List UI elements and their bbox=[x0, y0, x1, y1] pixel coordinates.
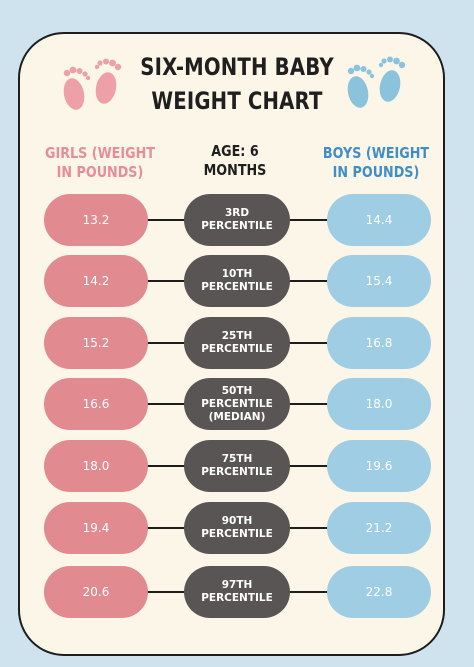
table-row: 15.2 25TH PERCENTILE 16.8 bbox=[0, 317, 474, 369]
percentile-label: 50TH PERCENTILE (MEDIAN) bbox=[184, 378, 290, 430]
boys-weight: 15.4 bbox=[327, 255, 431, 307]
boys-weight: 16.8 bbox=[327, 317, 431, 369]
connector-line bbox=[145, 527, 187, 529]
connector-line bbox=[287, 465, 329, 467]
table-row: 18.0 75TH PERCENTILE 19.6 bbox=[0, 440, 474, 492]
boys-weight: 18.0 bbox=[327, 378, 431, 430]
girls-weight: 16.6 bbox=[44, 378, 148, 430]
connector-line bbox=[287, 403, 329, 405]
connector-line bbox=[145, 403, 187, 405]
percentile-label: 3RD PERCENTILE bbox=[184, 194, 290, 246]
page-title-line-2: WEIGHT CHART bbox=[151, 87, 323, 115]
percentile-label: 90TH PERCENTILE bbox=[184, 502, 290, 554]
table-row: 20.6 97TH PERCENTILE 22.8 bbox=[0, 566, 474, 618]
percentile-label: 75TH PERCENTILE bbox=[184, 440, 290, 492]
connector-line bbox=[287, 591, 329, 593]
girls-weight: 18.0 bbox=[44, 440, 148, 492]
age-header: AGE: 6 MONTHS bbox=[203, 142, 267, 179]
boys-weight: 19.6 bbox=[327, 440, 431, 492]
table-row: 14.2 10TH PERCENTILE 15.4 bbox=[0, 255, 474, 307]
girls-weight: 14.2 bbox=[44, 255, 148, 307]
connector-line bbox=[287, 219, 329, 221]
girls-weight: 20.6 bbox=[44, 566, 148, 618]
girls-weight: 19.4 bbox=[44, 502, 148, 554]
percentile-label: 10TH PERCENTILE bbox=[184, 255, 290, 307]
connector-line bbox=[287, 527, 329, 529]
connector-line bbox=[145, 465, 187, 467]
girls-weight: 15.2 bbox=[44, 317, 148, 369]
girls-column-header: GIRLS (WEIGHT IN POUNDS) bbox=[45, 144, 155, 181]
connector-line bbox=[287, 342, 329, 344]
boys-weight: 21.2 bbox=[327, 502, 431, 554]
girls-weight: 13.2 bbox=[44, 194, 148, 246]
boys-weight: 14.4 bbox=[327, 194, 431, 246]
connector-line bbox=[145, 219, 187, 221]
connector-line bbox=[145, 342, 187, 344]
baby-feet-icon bbox=[63, 58, 122, 110]
table-row: 13.2 3RD PERCENTILE 14.4 bbox=[0, 194, 474, 246]
table-row: 16.6 50TH PERCENTILE (MEDIAN) 18.0 bbox=[0, 378, 474, 430]
baby-feet-icon bbox=[347, 56, 406, 108]
connector-line bbox=[145, 591, 187, 593]
percentile-label: 25TH PERCENTILE bbox=[184, 317, 290, 369]
connector-line bbox=[145, 280, 187, 282]
table-row: 19.4 90TH PERCENTILE 21.2 bbox=[0, 502, 474, 554]
boys-column-header: BOYS (WEIGHT IN POUNDS) bbox=[322, 144, 430, 181]
boys-weight: 22.8 bbox=[327, 566, 431, 618]
percentile-label: 97TH PERCENTILE bbox=[184, 566, 290, 618]
page-title: SIX-MONTH BABY bbox=[140, 53, 334, 81]
connector-line bbox=[287, 280, 329, 282]
